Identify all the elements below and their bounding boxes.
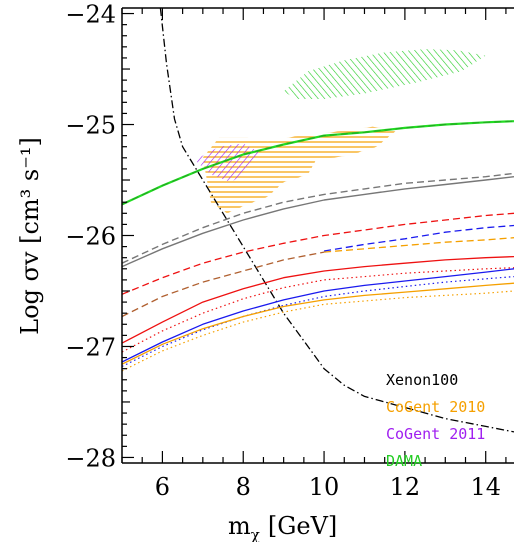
curve-2: [122, 120, 514, 206]
legend-item-xenon100: Xenon100: [386, 371, 458, 389]
curve-3: [122, 120, 514, 205]
curve-12: [122, 268, 514, 363]
curve-5: [122, 176, 514, 268]
curve-4: [122, 172, 514, 264]
x-axis-title-main: m: [228, 512, 251, 540]
legend: Xenon100 CoGent 2010 CoGent 2011 DAMA: [386, 371, 485, 470]
curve-6: [122, 212, 514, 295]
region-cogent-2011: [194, 143, 260, 183]
x-axis-title-sub: χ: [251, 526, 260, 542]
curve-11: [122, 267, 514, 353]
x-axis-title-unit: [GeV]: [268, 512, 337, 540]
regions-layer: [194, 49, 486, 214]
y-tick-label: −24: [65, 1, 116, 29]
curve-13: [122, 276, 514, 368]
curve-9: [122, 251, 325, 318]
legend-item-cogent-2011: CoGent 2011: [386, 425, 485, 443]
y-tick-label: −27: [65, 333, 116, 361]
y-tick-label: −26: [65, 223, 116, 251]
curve-1: [159, 8, 514, 433]
y-axis-title: Log σv [cm³ s⁻¹]: [16, 137, 44, 335]
x-tick-label: 14: [470, 473, 501, 501]
curves-layer: [122, 8, 514, 433]
ticks-layer: 6 8 10 12 14 −24 −25 −26 −27 −28: [65, 1, 507, 501]
curve-10: [122, 255, 514, 344]
x-tick-label: 10: [309, 473, 340, 501]
curve-7: [323, 224, 514, 252]
curve-15: [122, 290, 514, 372]
x-tick-label: 6: [155, 473, 170, 501]
region-dama: [283, 49, 486, 99]
y-tick-label: −28: [65, 444, 116, 472]
y-tick-label: −25: [65, 112, 116, 140]
legend-item-dama: DAMA: [386, 452, 422, 470]
x-axis-title: mχ [GeV]: [228, 512, 337, 542]
curve-8: [324, 237, 514, 253]
x-tick-label: 12: [390, 473, 421, 501]
curve-14: [122, 282, 514, 365]
legend-item-cogent-2010: CoGent 2010: [386, 398, 485, 416]
x-tick-label: 8: [236, 473, 251, 501]
